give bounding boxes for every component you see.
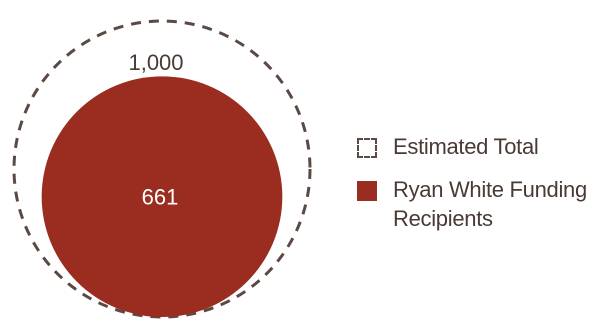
legend-item-estimated-total: Estimated Total <box>357 132 593 161</box>
circle-estimated-total <box>12 19 312 319</box>
data-label-ryan-white: 661 <box>142 185 179 210</box>
legend: Estimated Total Ryan White Funding Recip… <box>357 132 593 247</box>
legend-item-ryan-white: Ryan White Funding Recipients <box>357 175 593 233</box>
circle-ryan-white <box>41 76 283 318</box>
legend-label-ryan-white: Ryan White Funding Recipients <box>393 177 587 231</box>
data-label-estimated-total: 1,000 <box>128 50 183 75</box>
legend-label-estimated-total: Estimated Total <box>393 134 539 159</box>
legend-swatch-dashed <box>357 138 377 158</box>
legend-swatch-solid <box>357 181 377 201</box>
